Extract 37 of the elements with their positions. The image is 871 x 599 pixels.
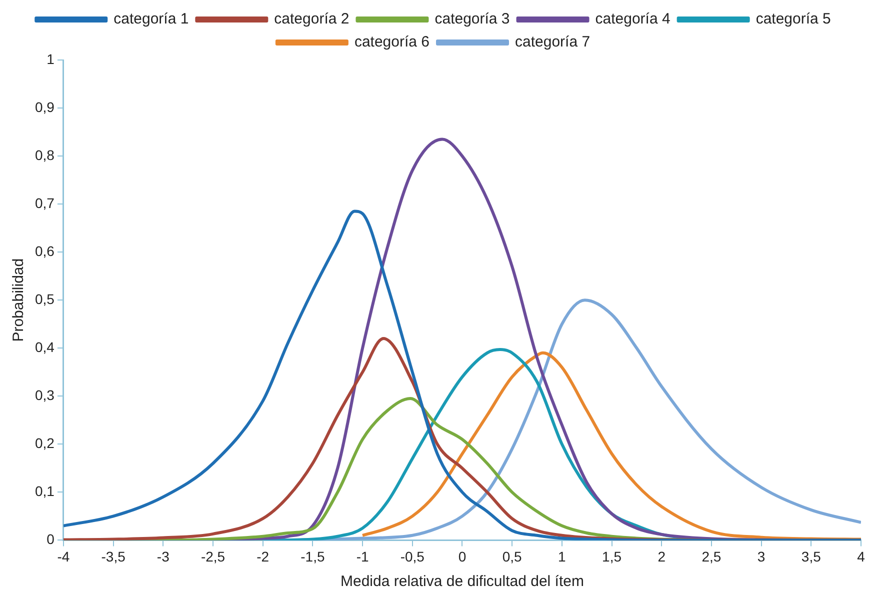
x-tick-label: 3 <box>757 548 766 564</box>
x-tick-label: -2 <box>256 548 270 564</box>
y-tick-label: 0,6 <box>34 242 55 259</box>
y-tick-label: 0,2 <box>34 435 55 452</box>
legend-label: categoría 2 <box>274 10 350 28</box>
legend-label: categoría 4 <box>595 10 670 28</box>
y-tick-label: 0,9 <box>34 98 55 115</box>
x-axis-title: Medida relativa de dificultad del ítem <box>340 573 584 590</box>
legend-label: categoría 6 <box>354 34 430 51</box>
x-tick-label: -0,5 <box>400 548 425 564</box>
x-tick-label: 1 <box>558 548 566 564</box>
x-tick-label: 3,5 <box>801 548 822 564</box>
x-tick-label: -1 <box>356 548 369 564</box>
x-tick-label: 0 <box>458 548 466 564</box>
y-tick-label: 0,4 <box>34 338 55 355</box>
legend-label: categoría 7 <box>515 34 590 51</box>
x-tick-label: -4 <box>57 548 70 564</box>
y-tick-label: 0,3 <box>34 387 55 403</box>
x-tick-label: -3,5 <box>101 548 126 564</box>
legend-label: categoría 3 <box>434 10 510 28</box>
x-tick-label: -2,5 <box>200 548 226 564</box>
y-tick-label: 0,7 <box>34 194 55 211</box>
legend-label: categoría 1 <box>114 10 189 28</box>
y-tick-label: 1 <box>46 50 55 67</box>
x-tick-label: 2,5 <box>702 548 722 564</box>
x-tick-label: 1,5 <box>602 548 622 564</box>
x-tick-label: -3 <box>156 548 170 564</box>
y-tick-label: 0,8 <box>34 146 55 163</box>
x-tick-label: -1,5 <box>300 548 325 564</box>
y-tick-label: 0,1 <box>34 483 55 500</box>
legend-label: categoría 5 <box>756 10 831 28</box>
x-tick-label: 4 <box>857 548 866 564</box>
y-tick-label: 0,5 <box>34 290 55 307</box>
x-tick-label: 0,5 <box>502 548 522 564</box>
x-tick-label: 2 <box>658 548 666 564</box>
y-tick-label: 0 <box>46 531 55 548</box>
y-axis-title: Probabilidad <box>10 258 28 342</box>
